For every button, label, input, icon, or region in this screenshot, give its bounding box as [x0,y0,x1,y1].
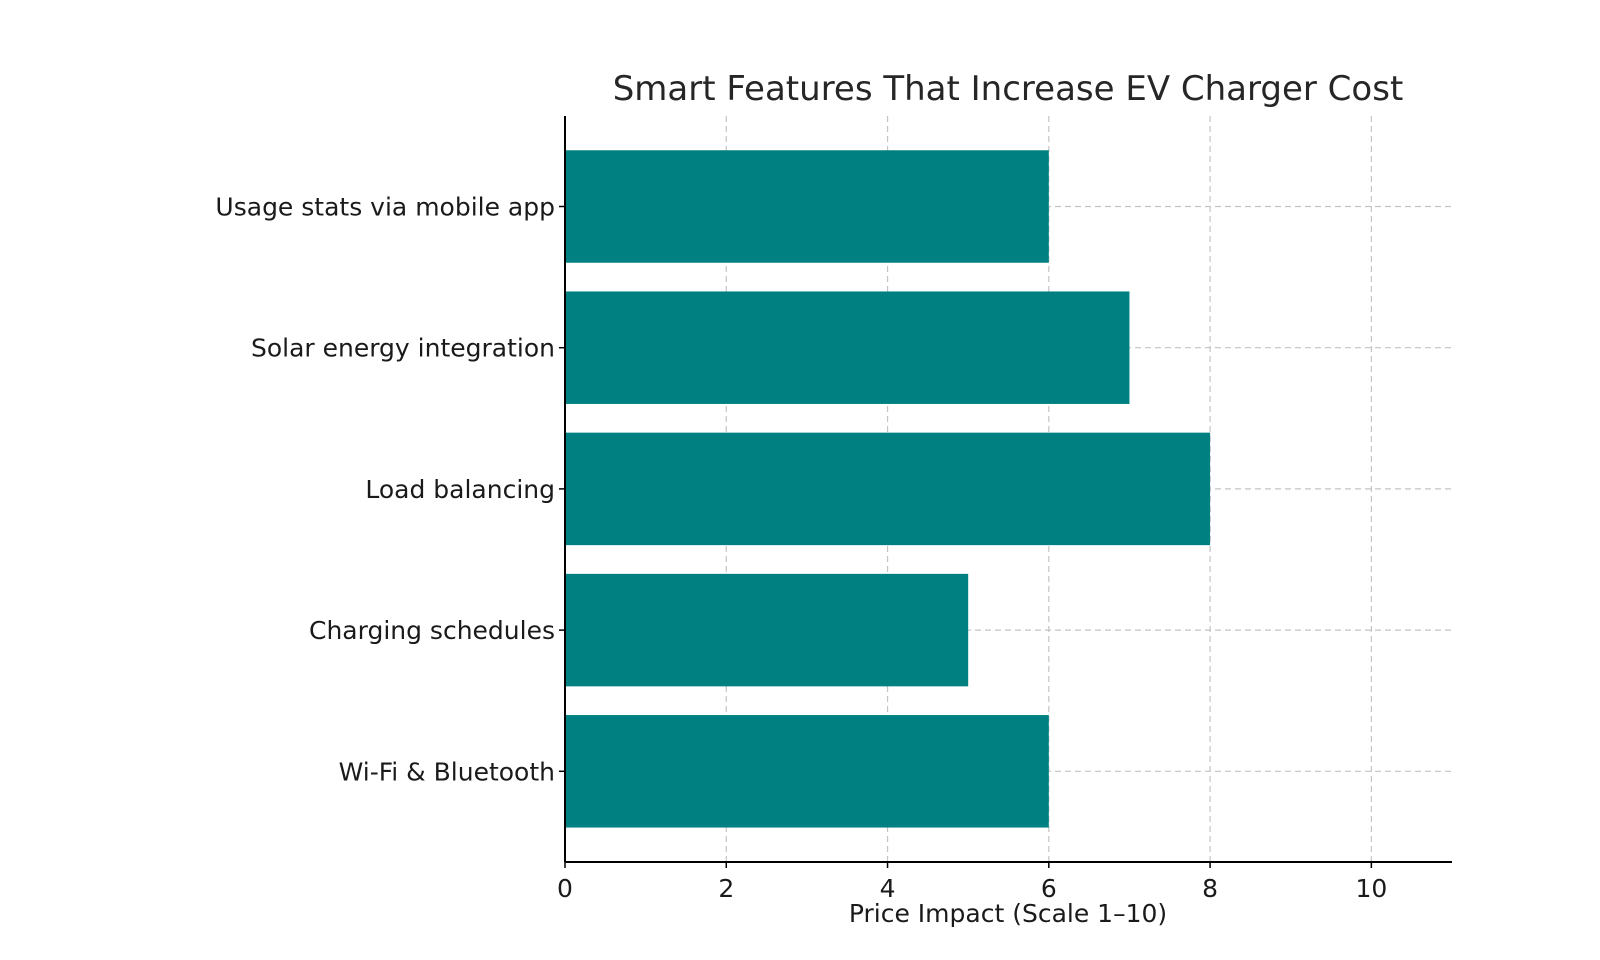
x-tick-label: 0 [557,874,573,903]
bar [565,573,969,687]
bar [565,432,1211,546]
category-label: Solar energy integration [251,334,555,363]
category-label: Load balancing [365,475,555,504]
x-tick-label: 2 [718,874,734,903]
chart-title: Smart Features That Increase EV Charger … [613,69,1404,109]
category-label: Usage stats via mobile app [215,193,555,222]
bar [565,291,1130,404]
x-tick-label: 6 [1041,874,1057,903]
x-tick-label: 10 [1355,874,1387,903]
category-label: Wi-Fi & Bluetooth [339,757,555,786]
axes [564,116,1452,863]
y-tick-labels: Usage stats via mobile app Solar energy i… [215,193,565,786]
bars [565,150,1211,828]
x-axis-title: Price Impact (Scale 1–10) [849,899,1167,928]
x-tick-label: 4 [880,874,896,903]
x-tick-label: 8 [1202,874,1218,903]
bar [565,150,1049,263]
category-label: Charging schedules [309,616,555,645]
bar [565,715,1049,828]
x-ticks: 0 2 4 6 8 10 [557,862,1387,903]
